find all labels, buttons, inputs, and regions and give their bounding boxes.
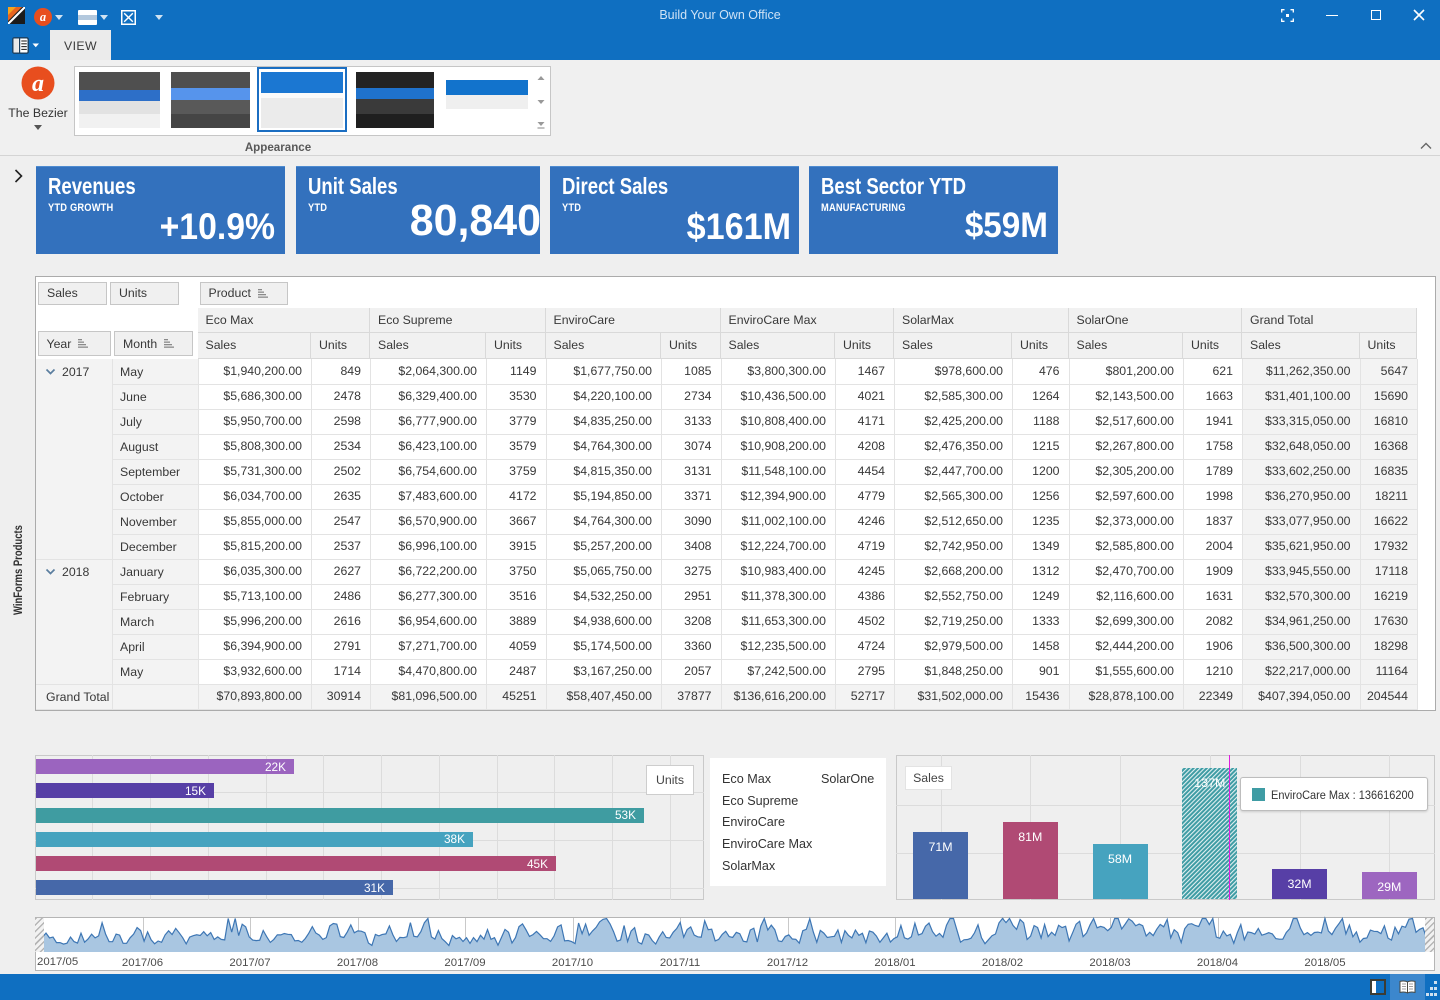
svg-text:a: a xyxy=(32,71,44,97)
svg-text:a: a xyxy=(40,10,46,24)
